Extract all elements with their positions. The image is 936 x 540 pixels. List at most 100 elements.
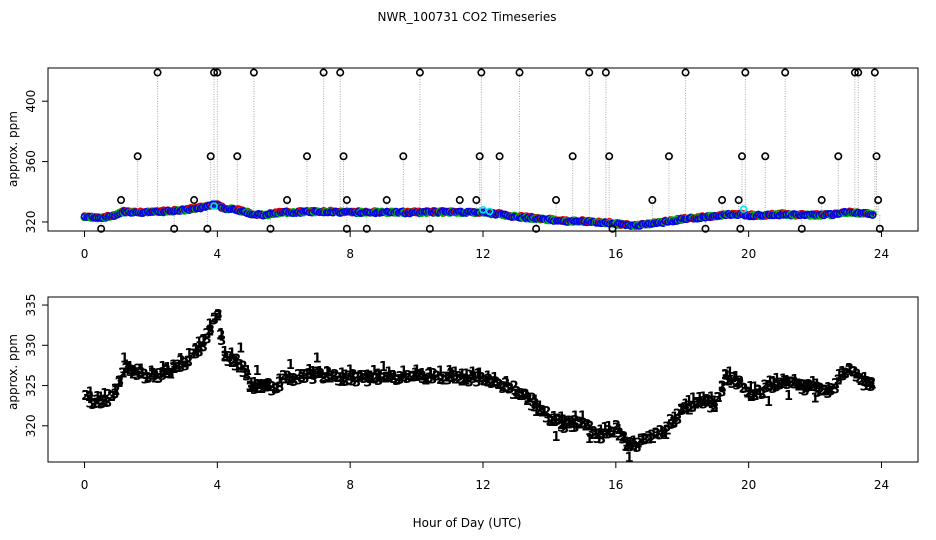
bottom-point-series-3: 3	[191, 348, 200, 363]
bottom-point-series-3: 3	[250, 383, 259, 398]
bottom-point-series-3: 3	[184, 355, 193, 370]
bottom-point-series-3: 3	[86, 397, 95, 412]
bottom-point-series-3: 3	[326, 370, 335, 385]
bottom-point-series-1: 1	[184, 347, 193, 362]
bottom-point-series-2: 2	[228, 356, 237, 371]
bottom-point-series-2: 2	[692, 397, 701, 412]
bottom-point-series-3: 3	[461, 373, 470, 388]
top-point-outlier	[425, 224, 434, 233]
bottom-point-series-2: 2	[93, 394, 102, 409]
bottom-point-series-3: 3	[246, 380, 255, 395]
bottom-point-series-2: 2	[144, 371, 153, 386]
bottom-point-series-2: 2	[170, 362, 179, 377]
bottom-point-series-2: 2	[695, 396, 704, 411]
bottom-point-series-2: 2	[104, 388, 113, 403]
top-point-outlier	[399, 152, 408, 161]
bottom-point-series-2: 2	[304, 367, 313, 382]
bottom-point-series-1: 1	[483, 370, 492, 385]
bottom-y-tick-label: 330	[24, 334, 38, 357]
bottom-point-series-2: 2	[125, 363, 134, 378]
bottom-point-series-3: 3	[363, 376, 372, 391]
bottom-point-series-3: 3	[166, 367, 175, 382]
top-point-outlier	[97, 224, 106, 233]
bottom-point-series-1: 1	[531, 394, 540, 409]
bottom-point-series-3: 3	[378, 372, 387, 387]
bottom-point-series-3: 3	[703, 395, 712, 410]
bottom-point-series-3: 3	[780, 375, 789, 390]
bottom-point-series-2: 2	[831, 377, 840, 392]
bottom-point-series-2: 2	[338, 371, 347, 386]
bottom-point-series-3: 3	[530, 400, 539, 415]
bottom-point-series-3: 3	[860, 380, 869, 395]
top-x-tick-label: 24	[874, 247, 889, 261]
chart-title: NWR_100731 CO2 Timeseries	[378, 10, 557, 24]
bottom-point-series-2: 2	[440, 373, 449, 388]
bottom-point-series-3: 3	[483, 375, 492, 390]
top-point-flagged	[479, 206, 487, 214]
bottom-point-series-3: 3	[395, 373, 404, 388]
bottom-point-series-3: 3	[640, 434, 649, 449]
bottom-point-series-2: 2	[601, 428, 610, 443]
bottom-point-series-3: 3	[783, 378, 792, 393]
bottom-point-series-3: 3	[713, 391, 722, 406]
bottom-point-series-1: 1	[411, 367, 420, 382]
bottom-point-series-1: 1	[468, 365, 477, 380]
bottom-point-series-1: 1	[379, 360, 388, 375]
bottom-point-series-2: 2	[786, 376, 795, 391]
bottom-point-series-3: 3	[692, 396, 701, 411]
bottom-point-series-3: 3	[695, 396, 704, 411]
bottom-point-series-3: 3	[604, 427, 613, 442]
bottom-point-series-2: 2	[326, 372, 335, 387]
bottom-point-series-3: 3	[834, 374, 843, 389]
bottom-point-series-3: 3	[264, 379, 273, 394]
bottom-point-series-1: 1	[619, 431, 628, 446]
bottom-point-series-2: 2	[472, 371, 481, 386]
bottom-point-series-3: 3	[360, 372, 369, 387]
top-point-flagged	[210, 202, 218, 210]
bottom-point-series-1: 1	[622, 435, 631, 450]
bottom-point-series-2: 2	[213, 310, 222, 325]
bottom-point-series-1: 1	[629, 435, 638, 450]
bottom-point-series-2: 2	[648, 432, 657, 447]
bottom-point-series-1: 1	[564, 415, 573, 430]
bottom-point-series-3: 3	[849, 365, 858, 380]
bottom-point-series-3: 3	[150, 369, 159, 384]
bottom-point-series-2: 2	[816, 384, 825, 399]
top-point-outlier	[761, 152, 770, 161]
top-point-outlier	[872, 152, 881, 161]
top-y-axis-label: approx. ppm	[6, 111, 20, 187]
bottom-point-series-2: 2	[275, 376, 284, 391]
top-point-outlier	[336, 68, 345, 77]
bottom-point-series-2: 2	[202, 327, 211, 342]
bottom-point-series-2: 2	[424, 368, 433, 383]
bottom-point-series-3: 3	[224, 355, 233, 370]
bottom-point-series-3: 3	[768, 382, 777, 397]
bottom-point-series-1: 1	[341, 369, 350, 384]
bottom-point-series-1: 1	[199, 333, 208, 348]
bottom-point-series-3: 3	[154, 372, 163, 387]
bottom-point-series-1: 1	[236, 342, 245, 357]
bottom-y-tick-label: 325	[24, 374, 38, 397]
top-y-tick-label: 400	[24, 90, 38, 113]
bottom-point-series-2: 2	[451, 373, 460, 388]
bottom-point-series-2: 2	[351, 371, 360, 386]
bottom-point-series-3: 3	[118, 366, 127, 381]
bottom-point-series-2: 2	[286, 374, 295, 389]
bottom-point-series-2: 2	[151, 371, 160, 386]
bottom-point-series-3: 3	[728, 377, 737, 392]
bottom-point-series-2: 2	[714, 391, 723, 406]
bottom-point-series-1: 1	[710, 394, 719, 409]
top-point-flagged	[739, 205, 748, 213]
bottom-point-series-2: 2	[743, 386, 752, 401]
top-point-outlier	[515, 68, 524, 77]
bottom-point-series-1: 1	[315, 365, 324, 380]
bottom-point-series-2: 2	[627, 436, 636, 451]
bottom-point-series-2: 2	[820, 385, 829, 400]
bottom-point-series-2: 2	[422, 374, 431, 389]
bottom-point-series-3: 3	[589, 425, 598, 440]
bottom-y-axis: 320 325 330 335	[24, 294, 49, 437]
top-point-outlier	[741, 68, 750, 77]
bottom-point-series-3: 3	[637, 434, 646, 449]
bottom-x-tick-label: 24	[874, 478, 889, 492]
bottom-point-series-1: 1	[625, 436, 634, 451]
